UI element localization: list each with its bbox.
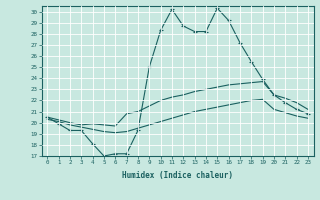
X-axis label: Humidex (Indice chaleur): Humidex (Indice chaleur) bbox=[122, 171, 233, 180]
